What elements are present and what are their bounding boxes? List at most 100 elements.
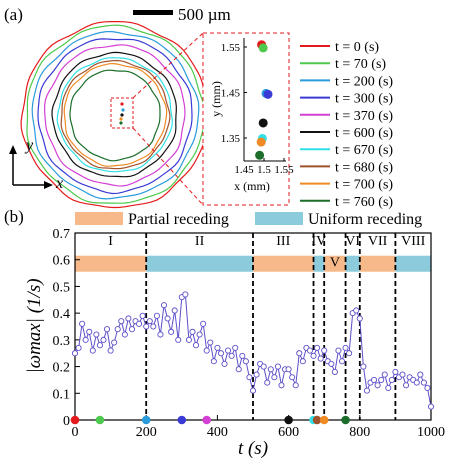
omega-point [125,315,132,322]
contour-ring [37,38,193,195]
inset-xtick-label: 1.55 [274,164,294,176]
contour-ring [69,69,161,162]
inset-frame [202,32,290,206]
omega-point [79,320,86,327]
contour-ring [31,31,200,200]
omega-point [299,358,306,365]
omega-point [160,302,168,309]
omega-point [392,368,399,375]
omega-point [289,374,296,381]
axis-x-letter: x [55,175,63,192]
phase-band [75,255,147,272]
inset-ticks: 1.45 1.5 1.551.551.451.35 [221,42,294,176]
legend-entry: t = 0 (s) [335,40,379,55]
omega-point [292,382,299,389]
y-tick-label: 0.5 [53,280,71,295]
omega-point [100,336,107,343]
omega-point [225,347,232,354]
omega-plot: 0 200 400 600 800 1000 0 0.1 0.2 0.3 0.4 0.5 0.6 0.7 I… [53,227,446,440]
contour-ring [43,44,186,187]
legend-entry: t = 300 (s) [335,92,393,107]
center-dot [121,108,125,112]
omega-point [203,347,210,354]
inset-xtick-label: 1.5 [257,164,271,176]
omega-point [346,350,353,357]
y-tick-label: 0 [63,414,70,429]
legend-entry: t = 70 (s) [335,57,386,72]
phase-band [253,255,314,272]
omega-point [310,352,317,359]
y-tick-label: 0.2 [53,361,71,376]
omega-point [321,347,328,354]
inset-ylabel: y (mm) [209,81,223,117]
omega-point [278,382,285,389]
time-marker-dot [70,415,80,425]
zoom-line-bottom [132,127,204,206]
omega-point [264,379,271,386]
omega-point [328,360,335,367]
time-marker-dot [312,415,322,425]
omega-point [424,384,431,391]
legend-uniform-label: Uniform receding [308,211,422,228]
center-dot [119,121,123,125]
panel-b: (b) Partial receding Uniform receding 0 2… [4,207,445,459]
omega-point [171,307,178,314]
omega-point [146,318,153,325]
inset-ytick-label: 1.45 [221,88,241,100]
omega-point [86,328,93,335]
phase-band [324,255,346,272]
x-tick-label: 400 [207,425,228,440]
legend-entry: t = 680 (s) [335,160,393,175]
y-tick-label: 0.3 [53,334,71,349]
phase-band [359,255,396,272]
legend-entry: t = 200 (s) [335,74,393,89]
omega-point [360,363,367,370]
omega-point [214,344,221,351]
y-tick-label: 0.4 [53,307,71,322]
omega-point [381,371,388,378]
contour-ring [56,57,173,173]
omega-point [82,336,89,343]
inset-xlabel: x (mm) [234,179,270,193]
legend-entry: t = 600 (s) [335,126,393,141]
inset-point [255,150,265,160]
time-marker-dot [141,415,151,425]
omega-point [260,363,267,370]
chart-xlabel: t (s) [238,438,268,459]
inset-point [258,43,268,53]
omega-point [168,328,175,335]
omega-point [342,344,349,351]
phase-band [395,255,431,272]
omega-point [317,355,324,362]
omega-point [385,384,392,391]
phase-band [146,255,253,272]
x-tick-label: 1000 [417,425,445,440]
panel-a: (a) 500 µm y x 1.45 1.5 1.551.551.451.35 x… [4,5,393,210]
omega-point [306,347,314,354]
time-marker-dot [177,415,187,425]
y-tick-label: 0.1 [53,387,71,402]
omega-point [271,374,278,381]
omega-point [210,358,217,365]
omega-point [150,323,157,330]
legend-entry: t = 700 (s) [335,178,393,193]
contour-ring [60,59,171,170]
zoom-line-top [132,32,204,99]
contour-ring [20,21,210,209]
center-dot [120,113,124,117]
inset-plot: 1.45 1.5 1.551.551.451.35 x (mm) y (mm) [202,32,294,206]
omega-point [239,352,246,359]
axis-y-letter: y [24,137,34,154]
panel-a-label: (a) [4,5,23,24]
omega-point [107,347,114,354]
y-tick-label: 0.7 [53,227,71,242]
phase-band [313,255,325,272]
inset-point [256,137,266,147]
omega-point [189,328,196,335]
legend-entry: t = 760 (s) [335,195,393,210]
omega-point [121,331,128,338]
omega-point [192,342,200,349]
omega-point [157,331,164,338]
omega-point [153,312,160,319]
